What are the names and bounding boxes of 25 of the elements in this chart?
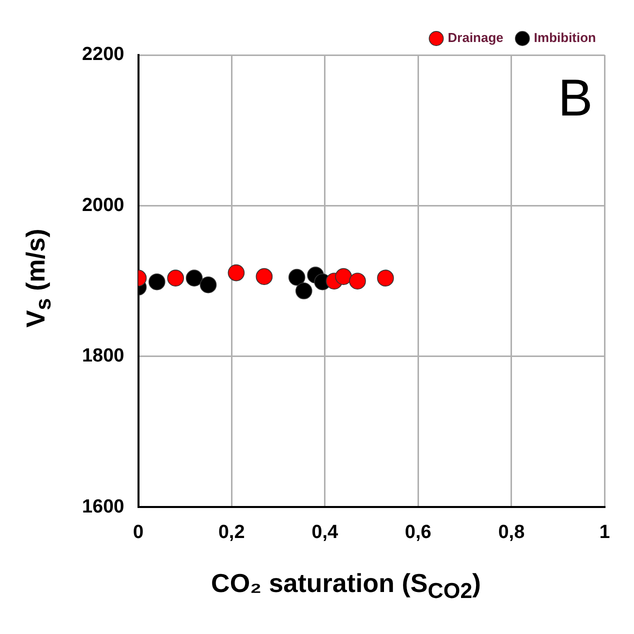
y-tick-label: 2000	[82, 194, 124, 216]
point	[148, 273, 166, 290]
y-tick-label: 2200	[82, 44, 124, 66]
x-tick-label: 0	[132, 522, 144, 543]
legend-label: Drainage	[448, 30, 504, 46]
y-tick-label: 1800	[82, 346, 124, 367]
x-tick-label: 0,2	[218, 522, 245, 543]
point	[295, 282, 312, 300]
x-tick-label: 1	[599, 522, 610, 543]
x-axis-title: CO₂ saturation (S$_{CO2}$)	[210, 568, 482, 604]
point	[288, 268, 306, 286]
point	[228, 264, 245, 282]
legend-label: Imbibition	[534, 30, 596, 46]
y-tick-label: 1600	[82, 496, 124, 518]
point	[377, 270, 394, 286]
point	[349, 272, 366, 290]
x-tick-label: 0,6	[404, 522, 432, 543]
x-tick-label: 0,4	[312, 522, 338, 543]
annotation: B	[558, 69, 593, 128]
point	[335, 268, 352, 285]
point	[256, 268, 273, 285]
x-tick-label: 0,8	[498, 522, 525, 543]
point	[167, 270, 184, 286]
point	[200, 276, 217, 294]
point	[186, 270, 203, 286]
